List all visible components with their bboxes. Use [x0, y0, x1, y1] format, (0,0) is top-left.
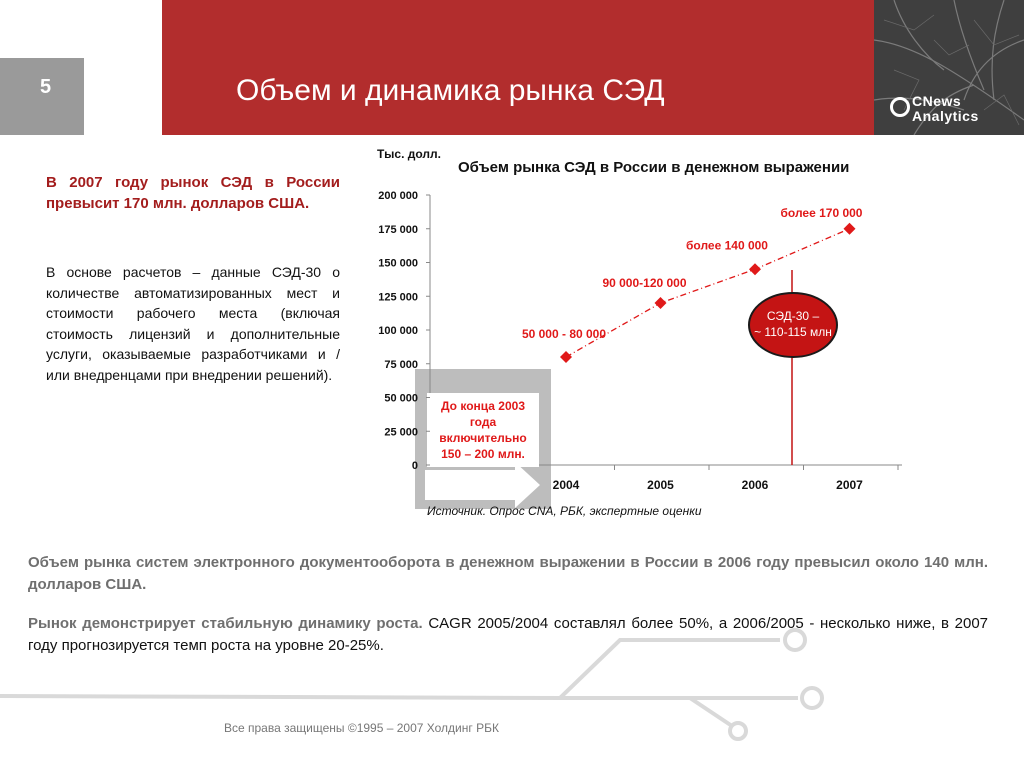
x-tick-label: 2005	[647, 478, 674, 492]
y-tick-label: 125 000	[378, 291, 418, 303]
logo-line-2: Analytics	[912, 108, 979, 124]
growth-details: CAGR 2005/2004 составлял более 50%, а 20…	[28, 615, 988, 654]
data-label: 50 000 - 80 000	[522, 327, 606, 341]
slide-number-box	[0, 58, 84, 135]
series-line	[565, 228, 850, 358]
slide-number: 5	[40, 76, 52, 98]
summary-paragraph: Объем рынка систем электронного документ…	[28, 554, 988, 593]
footer-copyright: Все права защищены ©1995 – 2007 Холдинг …	[224, 721, 499, 735]
x-tick-label: 2006	[742, 478, 769, 492]
data-label: 90 000-120 000	[602, 276, 686, 290]
growth-lead: Рынок демонстрирует стабильную динамику …	[28, 615, 423, 632]
series-line-layer	[560, 222, 856, 363]
circuit-decoration	[0, 628, 824, 741]
data-point-marker	[560, 351, 572, 363]
circle-line-2: ~ 110-115 млн	[754, 325, 832, 339]
data-label: более 170 000	[781, 206, 863, 220]
circle-line-1: СЭД-30 –	[767, 309, 820, 323]
x-tick-label: 2007	[836, 478, 863, 492]
y-tick-label: 100 000	[378, 325, 418, 337]
data-labels-layer: 50 000 - 80 000 90 000-120 000 более 140 0…	[522, 206, 863, 341]
cnews-analytics-logo: CNews Analytics	[890, 94, 979, 124]
key-finding-heading: В 2007 году рынок СЭД в России превысит …	[46, 174, 340, 212]
chart-title: Объем рынка СЭД в России в денежном выра…	[458, 159, 849, 176]
y-tick-labels: 0 25 000 50 000 75 000 100 000 125 000 150 000…	[378, 190, 430, 472]
y-tick-label: 150 000	[378, 258, 418, 270]
x-tick-labels: 2004 2005 2006 2007	[553, 465, 899, 492]
y-tick-label: 200 000	[378, 190, 418, 202]
x-tick-label: 2004	[553, 478, 580, 492]
chart-source: Источник. Опрос CNA, РБК, экспертные оце…	[427, 504, 702, 518]
annotation-box-line-4: 150 – 200 млн.	[441, 447, 525, 461]
y-tick-label: 50 000	[384, 393, 418, 405]
y-tick-label: 0	[412, 460, 418, 472]
y-tick-label: 175 000	[378, 224, 418, 236]
methodology-text: В основе расчетов – данные СЭД-30 о коли…	[46, 264, 340, 383]
data-point-marker	[749, 263, 761, 276]
market-volume-chart: До конца 2003 года включительно 150 – 20…	[340, 140, 1020, 525]
chart-svg: До конца 2003 года включительно 150 – 20…	[377, 147, 902, 518]
pre-2004-annotation: До конца 2003 года включительно 150 – 20…	[427, 393, 539, 467]
growth-paragraph: Рынок демонстрирует стабильную динамику …	[28, 613, 988, 657]
y-tick-label: 75 000	[384, 359, 418, 371]
header-band	[162, 0, 874, 135]
annotation-box-line-3: включительно	[439, 431, 526, 445]
annotation-box-line-1: До конца 2003	[441, 399, 525, 413]
sed30-annotation-circle: СЭД-30 – ~ 110-115 млн	[748, 292, 838, 358]
y-axis-unit-label: Тыс. долл.	[377, 147, 441, 161]
annotation-box-line-2: года	[470, 415, 497, 429]
data-label: более 140 000	[686, 238, 768, 252]
y-tick-label: 25 000	[384, 426, 418, 438]
page-title: Объем и динамика рынка СЭД	[236, 74, 665, 107]
data-point-marker	[654, 297, 667, 309]
data-point-marker	[843, 222, 856, 235]
logo-mark-icon	[890, 97, 910, 117]
logo-line-1: CNews	[912, 93, 962, 109]
